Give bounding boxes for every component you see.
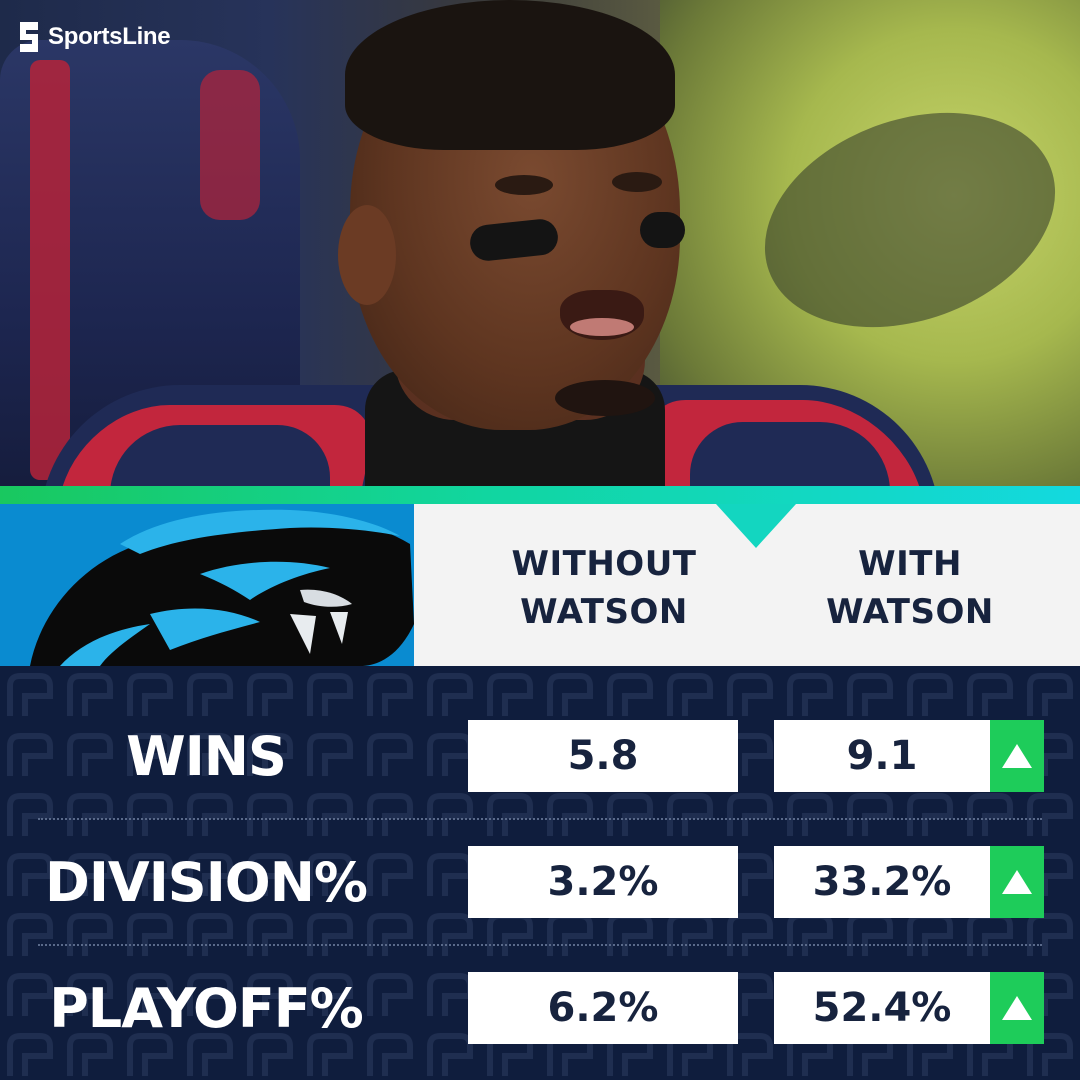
accent-divider [0, 486, 1080, 504]
brand-name: SportsLine [48, 23, 171, 50]
arrow-up-icon [990, 720, 1044, 792]
value-without: 3.2% [468, 846, 738, 918]
row-divider [38, 818, 1042, 820]
value-with: 33.2% [774, 846, 990, 918]
arrow-up-icon [990, 972, 1044, 1044]
value-with: 52.4% [774, 972, 990, 1044]
value-with: 9.1 [774, 720, 990, 792]
team-logo-panel [0, 504, 414, 666]
sportsline-mark-icon [16, 20, 42, 54]
row-label: DIVISION% [45, 851, 368, 914]
player-photo: SportsLine [0, 0, 1080, 488]
table-row: DIVISION% 3.2% 33.2% [0, 846, 1080, 920]
stats-table: WINS 5.8 9.1 DIVISION% 3.2% 33.2% PLAYOF… [0, 666, 1080, 1080]
value-without: 6.2% [468, 972, 738, 1044]
table-row: WINS 5.8 9.1 [0, 720, 1080, 794]
panther-logo-icon [30, 509, 414, 666]
table-row: PLAYOFF% 6.2% 52.4% [0, 972, 1080, 1046]
row-divider [38, 944, 1042, 946]
header-notch [716, 504, 796, 548]
value-without: 5.8 [468, 720, 738, 792]
row-label: PLAYOFF% [49, 977, 364, 1040]
arrow-up-icon [990, 846, 1044, 918]
sportsline-logo: SportsLine [16, 20, 171, 54]
column-header-without-watson: WITHOUT WATSON [511, 544, 697, 632]
row-label: WINS [126, 725, 287, 788]
column-header-with-watson: WITH WATSON [826, 544, 994, 632]
